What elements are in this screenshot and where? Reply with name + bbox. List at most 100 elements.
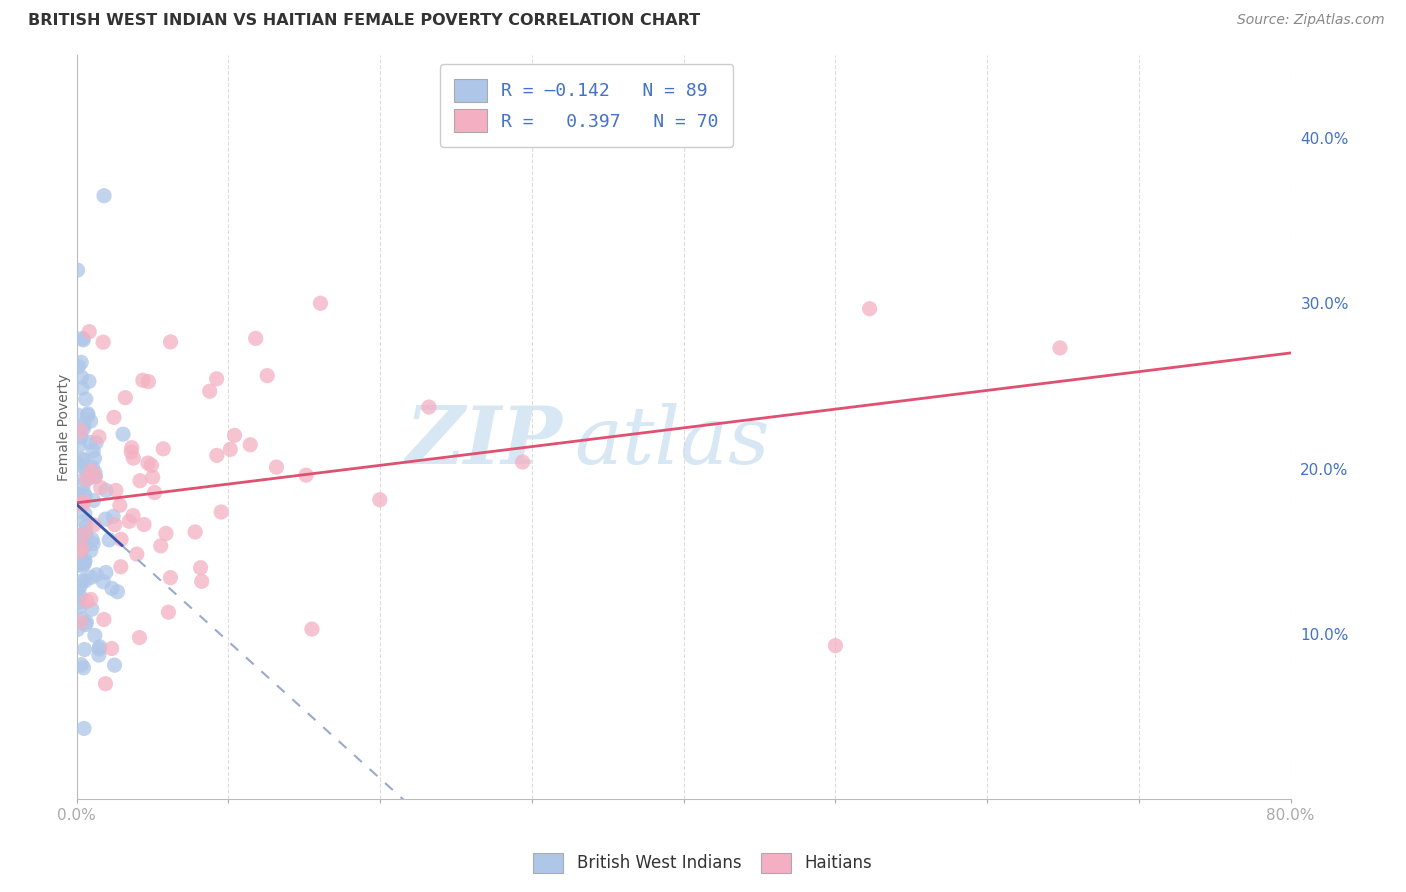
Point [73, 554, 96, 568]
Point [104, 517, 127, 532]
Point [69, 599, 91, 614]
Point [70, 370, 93, 384]
Point [205, 448, 228, 462]
Point [70, 657, 93, 672]
Point [110, 559, 132, 574]
Point [136, 456, 159, 470]
Point [122, 508, 145, 523]
Point [66, 623, 89, 637]
Point [82, 533, 104, 547]
Point [80, 570, 103, 584]
Point [75, 526, 97, 541]
Point [94, 676, 117, 690]
Point [128, 631, 150, 645]
Point [82, 459, 104, 474]
Point [70, 612, 93, 626]
Point [224, 428, 246, 442]
Point [84, 470, 107, 484]
Point [129, 474, 152, 488]
Point [93, 612, 115, 626]
Point [1049, 341, 1071, 355]
Point [98, 533, 121, 547]
Point [72, 331, 94, 345]
Point [141, 458, 163, 473]
Y-axis label: Female Poverty: Female Poverty [58, 374, 72, 481]
Point [72, 333, 94, 347]
Point [155, 526, 177, 541]
Point [75, 392, 97, 406]
Point [83, 518, 105, 533]
Point [73, 472, 96, 486]
Point [152, 442, 174, 456]
Point [73, 557, 96, 571]
Point [209, 505, 232, 519]
Point [73, 553, 96, 567]
Point [70, 430, 93, 444]
Point [75, 574, 97, 588]
Point [79, 414, 101, 428]
Point [66, 582, 89, 597]
Point [101, 582, 124, 596]
Point [101, 509, 124, 524]
Point [69, 590, 91, 604]
Point [66, 263, 89, 277]
Point [75, 519, 97, 533]
Point [418, 400, 440, 414]
Point [72, 453, 94, 467]
Legend: British West Indians, Haitians: British West Indians, Haitians [527, 847, 879, 880]
Point [89, 640, 111, 654]
Point [73, 515, 96, 529]
Point [239, 438, 262, 452]
Point [69, 615, 91, 629]
Point [67, 359, 90, 374]
Point [219, 442, 242, 457]
Point [73, 540, 96, 554]
Point [84, 435, 107, 450]
Point [73, 507, 96, 521]
Legend: R = –0.142   N = 89, R =   0.397   N = 70: R = –0.142 N = 89, R = 0.397 N = 70 [440, 64, 733, 146]
Point [858, 301, 880, 316]
Point [824, 639, 846, 653]
Point [76, 594, 98, 608]
Point [83, 628, 105, 642]
Point [112, 427, 135, 442]
Point [149, 539, 172, 553]
Point [73, 417, 96, 432]
Text: atlas: atlas [575, 403, 770, 481]
Point [72, 422, 94, 436]
Point [75, 489, 97, 503]
Text: ZIP: ZIP [405, 403, 562, 481]
Point [72, 527, 94, 541]
Point [132, 373, 155, 387]
Point [72, 574, 94, 588]
Point [67, 487, 90, 501]
Point [67, 556, 90, 570]
Point [103, 658, 125, 673]
Point [125, 547, 148, 561]
Point [72, 661, 94, 675]
Point [120, 445, 142, 459]
Point [512, 455, 534, 469]
Point [132, 517, 155, 532]
Point [309, 296, 332, 310]
Point [69, 497, 91, 511]
Point [87, 430, 110, 444]
Point [72, 495, 94, 509]
Point [79, 470, 101, 484]
Point [72, 498, 94, 512]
Point [79, 435, 101, 450]
Point [121, 441, 143, 455]
Text: BRITISH WEST INDIAN VS HAITIAN FEMALE POVERTY CORRELATION CHART: BRITISH WEST INDIAN VS HAITIAN FEMALE PO… [28, 13, 700, 29]
Point [110, 533, 132, 547]
Point [73, 486, 96, 500]
Point [72, 558, 94, 573]
Point [83, 451, 105, 466]
Point [76, 466, 98, 480]
Point [73, 642, 96, 657]
Point [66, 558, 89, 572]
Point [69, 550, 91, 565]
Point [138, 375, 160, 389]
Point [142, 470, 165, 484]
Point [205, 372, 228, 386]
Point [86, 567, 108, 582]
